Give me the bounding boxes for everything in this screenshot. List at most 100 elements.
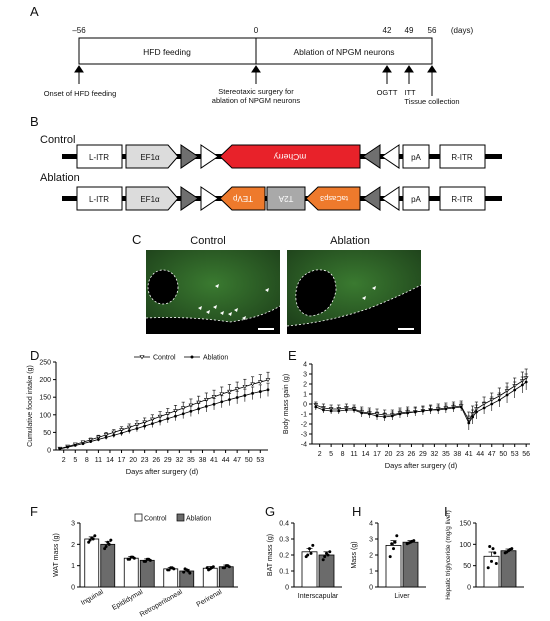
legend-label-ablation: Ablation (203, 355, 228, 362)
hfd-box-label: HFD feeding (143, 47, 191, 57)
data-point (383, 415, 387, 419)
data-point (393, 540, 397, 544)
data-point (375, 414, 379, 418)
x-tick-label: 14 (106, 457, 114, 464)
data-point (328, 550, 332, 554)
bar-ablation (179, 570, 195, 588)
category-label: Inguinal (80, 588, 105, 607)
x-tick-label: 8 (85, 457, 89, 464)
annot-onset: Onset of HFD feeding (44, 89, 117, 98)
y-tick-label: 0 (47, 448, 51, 455)
category-label: Epididymal (111, 588, 145, 611)
pa-label-2: pA (411, 195, 421, 204)
data-point (131, 555, 135, 559)
data-point (182, 570, 186, 574)
x-tick-label: 35 (187, 457, 195, 464)
data-point (459, 405, 463, 409)
tick-label-minus56: –56 (72, 26, 86, 35)
y-tick-label: -4 (301, 442, 307, 449)
y-tick-label: 4 (303, 362, 307, 369)
y-axis-label: WAT mass (g) (53, 533, 60, 577)
y-tick-label: 0 (71, 585, 75, 592)
data-point (390, 542, 394, 546)
data-point (488, 544, 492, 548)
data-point (128, 557, 132, 561)
data-point (170, 566, 174, 570)
data-point (180, 406, 186, 411)
x-tick-label: 44 (222, 457, 230, 464)
data-point (329, 409, 333, 413)
x-tick-label: 5 (73, 457, 77, 464)
category-label: Interscapular (298, 593, 339, 600)
x-tick-label: 32 (175, 457, 183, 464)
data-point (210, 566, 214, 570)
x-tick-label: 47 (488, 451, 496, 458)
x-tick-label: 2 (62, 457, 66, 464)
bar-control (301, 551, 318, 588)
data-point (143, 424, 147, 428)
annot-ogtt: OGTT (377, 88, 398, 97)
x-tick-label: 38 (199, 457, 207, 464)
data-point (520, 383, 524, 387)
data-point (223, 566, 227, 570)
data-point (81, 442, 85, 446)
y-tick-label: 100 (459, 542, 471, 549)
data-point (211, 395, 217, 400)
bar-ablation (318, 554, 335, 588)
data-point (311, 543, 315, 547)
x-tick-label: 14 (362, 451, 370, 458)
data-point (58, 447, 62, 451)
data-point (207, 568, 211, 572)
data-point (203, 397, 209, 402)
data-point (486, 566, 490, 570)
data-point (444, 407, 448, 411)
data-point (87, 540, 91, 544)
mcherry-arrow (219, 144, 361, 169)
data-point (257, 380, 263, 385)
y-tick-label: 0.4 (279, 521, 289, 528)
data-point (250, 382, 255, 387)
data-point (104, 435, 108, 439)
x-axis-label: Days after surgery (d) (126, 467, 199, 476)
data-point (88, 538, 92, 542)
data-point (524, 380, 528, 384)
data-point (251, 391, 254, 395)
data-point (513, 388, 517, 392)
data-point (112, 433, 116, 437)
data-point (360, 411, 364, 415)
x-tick-label: 50 (245, 457, 253, 464)
legend-swatch-control (134, 513, 143, 522)
legend-label-control: Control (144, 516, 167, 523)
legend-marker-ablation (190, 355, 194, 359)
data-point (471, 415, 475, 419)
y-tick-label: 0.2 (279, 553, 289, 560)
data-point (188, 403, 194, 408)
x-tick-label: 23 (396, 451, 404, 458)
x-tick-label: 26 (408, 451, 416, 458)
data-point (309, 551, 313, 555)
annot-surgery-1: Stereotaxic surgery for (218, 87, 294, 96)
data-point (326, 553, 330, 557)
x-tick-label: 26 (152, 457, 160, 464)
legend-label-ablation: Ablation (186, 516, 211, 523)
y-tick-label: 3 (71, 521, 75, 528)
bar-control (385, 545, 402, 588)
data-point (505, 393, 509, 397)
data-point (205, 566, 209, 570)
panel-letter-F: F (30, 504, 38, 519)
loxp-1-icon (180, 144, 199, 169)
data-point (228, 398, 231, 402)
hfd-box (78, 37, 257, 65)
series-line-ablation (59, 389, 269, 450)
tevp-label: TEVp (232, 194, 253, 203)
data-point (104, 544, 108, 548)
y-tick-label: 0.1 (279, 569, 289, 576)
data-point (406, 411, 410, 415)
y-tick-label: 250 (39, 360, 51, 367)
data-point (410, 539, 414, 543)
series-line-ablation (315, 381, 527, 424)
data-point (91, 537, 95, 541)
ef1a-label: EF1α (140, 153, 160, 162)
data-point (345, 408, 348, 412)
litr-block (76, 144, 123, 169)
